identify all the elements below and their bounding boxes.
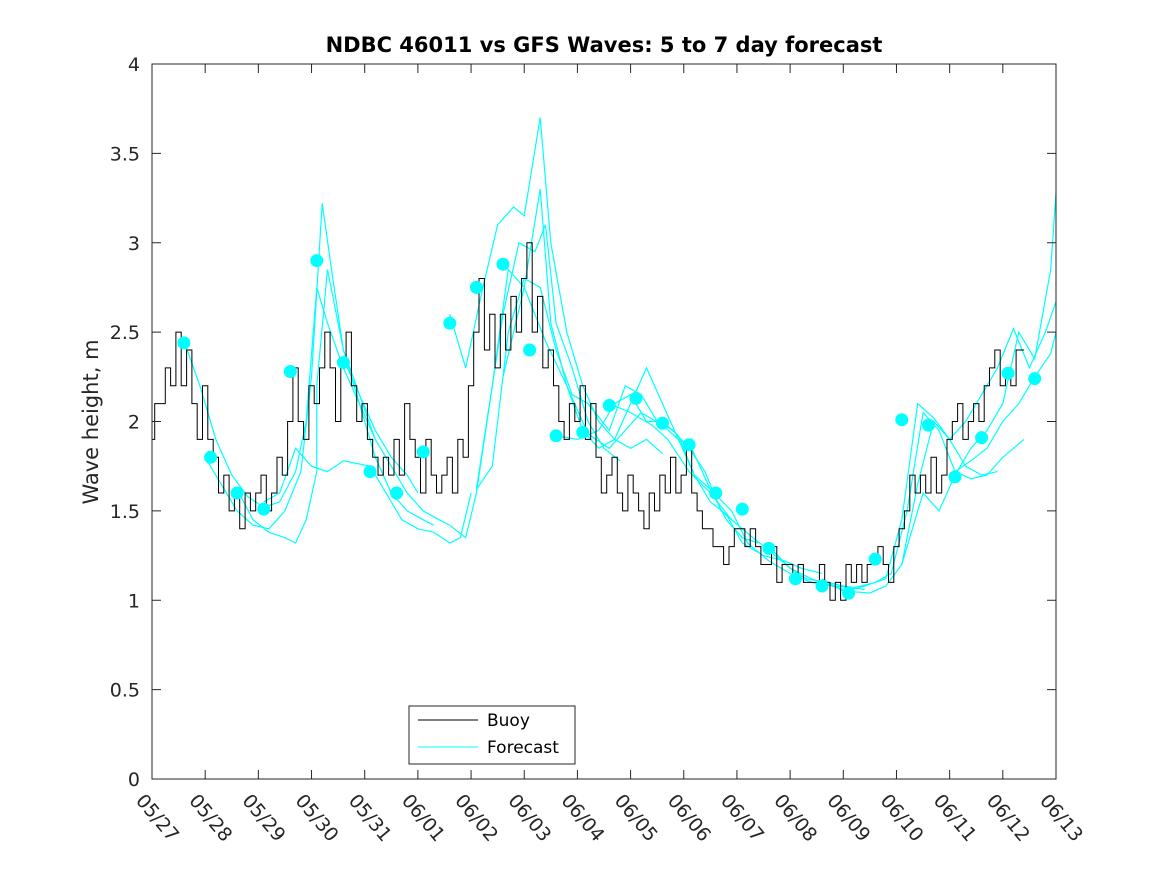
- forecast-marker-12: [469, 280, 483, 294]
- forecast-marker-31: [975, 431, 989, 445]
- forecast-line-8: [475, 277, 732, 521]
- forecast-marker-9: [390, 486, 404, 500]
- y-tick-label: 0: [128, 769, 140, 791]
- forecast-line-3: [236, 269, 435, 544]
- forecast-marker-27: [868, 552, 882, 566]
- forecast-marker-32: [1001, 366, 1015, 380]
- forecast-marker-3: [230, 486, 244, 500]
- forecast-marker-6: [310, 254, 324, 268]
- forecast-marker-33: [1028, 372, 1042, 386]
- forecast-marker-15: [549, 429, 563, 443]
- forecast-marker-11: [443, 316, 457, 330]
- legend-buoy-label: Buoy: [487, 711, 530, 731]
- forecast-marker-26: [842, 586, 856, 600]
- forecast-marker-1: [177, 336, 191, 350]
- forecast-marker-5: [283, 365, 297, 378]
- forecast-line-4: [263, 447, 472, 544]
- forecast-marker-14: [523, 343, 537, 357]
- legend-forecast-label: Forecast: [487, 738, 559, 758]
- forecast-marker-13: [496, 257, 510, 271]
- forecast-marker-24: [788, 572, 802, 586]
- forecast-marker-17: [602, 398, 616, 412]
- forecast-marker-4: [257, 502, 271, 516]
- legend-box: [408, 705, 576, 765]
- y-tick-label: 2: [128, 412, 140, 434]
- forecast-marker-7: [336, 356, 350, 369]
- forecast-line-16: [954, 331, 1056, 473]
- y-tick-label: 1.5: [110, 501, 140, 523]
- forecast-line-6: [449, 117, 663, 455]
- forecast-marker-10: [416, 445, 430, 459]
- forecast-marker-19: [656, 416, 669, 430]
- forecast-marker-21: [709, 486, 723, 500]
- forecast-marker-8: [363, 465, 377, 479]
- forecast-marker-23: [762, 541, 776, 555]
- forecast-marker-22: [735, 502, 749, 516]
- forecast-marker-18: [629, 391, 643, 405]
- y-tick-label: 3: [128, 233, 140, 255]
- forecast-marker-30: [948, 470, 962, 484]
- plot-area: [152, 117, 1056, 601]
- buoy-line: [152, 242, 1025, 601]
- forecast-marker-16: [576, 425, 590, 439]
- y-tick-label: 2.5: [110, 322, 140, 344]
- chart-title: NDBC 46011 vs GFS Waves: 5 to 7 day fore…: [326, 33, 883, 57]
- forecast-marker-28: [895, 413, 909, 427]
- y-tick-label: 1: [128, 590, 140, 612]
- forecast-marker-2: [204, 450, 217, 464]
- legend: Buoy Forecast: [408, 705, 576, 765]
- y-tick-label: 0.5: [110, 680, 140, 702]
- forecast-marker-29: [921, 418, 935, 432]
- y-tick-label: 4: [128, 54, 140, 76]
- forecast-marker-25: [815, 579, 829, 593]
- plot-series: [152, 117, 1056, 601]
- y-tick-label: 3.5: [110, 143, 140, 165]
- forecast-marker-20: [682, 438, 696, 452]
- forecast-line-15: [901, 192, 1056, 565]
- y-axis-label: Wave height, m: [79, 339, 103, 504]
